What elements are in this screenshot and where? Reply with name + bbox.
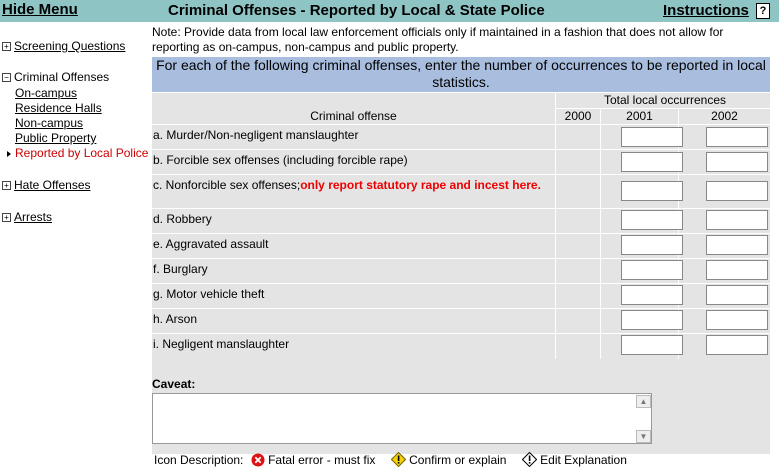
input-e-2002[interactable]: [706, 235, 768, 255]
edit-explanation-icon: [521, 452, 537, 468]
column-divider: [678, 109, 679, 359]
legend-confirm: Confirm or explain: [409, 452, 507, 467]
page-title: Criminal Offenses - Reported by Local & …: [168, 2, 545, 19]
caveat-textarea[interactable]: [152, 393, 652, 444]
legend-edit: Edit Explanation: [540, 452, 627, 467]
collapse-icon[interactable]: −: [2, 73, 11, 83]
offense-label: g. Motor vehicle theft: [153, 287, 265, 301]
sidebar-item-residence-halls[interactable]: Residence Halls: [15, 101, 102, 115]
sidebar-item-non-campus[interactable]: Non-campus: [15, 116, 84, 130]
offense-label: i. Negligent manslaughter: [153, 337, 290, 351]
input-h-2001[interactable]: [621, 310, 683, 330]
hate-offenses-link[interactable]: Hate Offenses: [14, 178, 91, 192]
criminal-offenses-label: Criminal Offenses: [14, 70, 110, 84]
legend-prefix: Icon Description:: [154, 452, 244, 467]
expand-icon[interactable]: +: [2, 181, 11, 191]
offense-label: f. Burglary: [153, 262, 208, 276]
offense-warning-text: only report statutory rape and incest he…: [300, 178, 541, 192]
top-bar: [0, 0, 779, 22]
column-divider: [555, 93, 556, 359]
column-divider: [600, 109, 601, 359]
offense-label: b. Forcible sex offenses (including forc…: [153, 153, 408, 167]
sidebar-item-hate-offenses[interactable]: + Hate Offenses: [2, 178, 91, 192]
col-header-2002: 2002: [711, 109, 738, 123]
sidebar-item-screening[interactable]: + Screening Questions: [2, 39, 125, 53]
current-arrow-icon: [7, 150, 11, 157]
input-b-2001[interactable]: [621, 152, 683, 172]
hide-menu-link[interactable]: Hide Menu: [2, 1, 78, 18]
input-e-2001[interactable]: [621, 235, 683, 255]
caveat-label: Caveat:: [152, 377, 196, 391]
fatal-error-icon: [251, 453, 265, 467]
input-c-2002[interactable]: [706, 181, 768, 201]
sidebar-item-public-property[interactable]: Public Property: [15, 131, 97, 145]
sidebar-item-on-campus[interactable]: On-campus: [15, 86, 78, 100]
col-header-offense: Criminal offense: [310, 109, 397, 123]
offense-label: h. Arson: [153, 312, 198, 326]
col-header-2001: 2001: [626, 109, 653, 123]
input-i-2002[interactable]: [706, 335, 768, 355]
input-c-2001[interactable]: [621, 181, 683, 201]
note-text: Note: Provide data from local law enforc…: [152, 25, 724, 54]
sidebar-item-reported-by-local-police[interactable]: Reported by Local Police: [7, 146, 148, 160]
input-g-2001[interactable]: [621, 285, 683, 305]
input-i-2001[interactable]: [621, 335, 683, 355]
confirm-warning-icon: [390, 452, 406, 468]
offense-label: c. Nonforcible sex offenses;only report …: [153, 178, 553, 193]
input-g-2002[interactable]: [706, 285, 768, 305]
input-h-2002[interactable]: [706, 310, 768, 330]
offense-label-text: c. Nonforcible sex offenses;: [153, 178, 301, 192]
input-d-2001[interactable]: [621, 210, 683, 230]
col-header-2000: 2000: [564, 109, 592, 123]
input-a-2002[interactable]: [706, 127, 768, 147]
input-f-2001[interactable]: [621, 260, 683, 280]
expand-icon[interactable]: +: [2, 42, 11, 52]
offense-label: e. Aggravated assault: [153, 237, 269, 251]
active-item-label: Reported by Local Police: [15, 146, 149, 160]
icon-legend: Icon Description: Fatal error - must fix…: [154, 452, 627, 468]
group-header: Total local occurrences: [603, 93, 727, 107]
sidebar-item-arrests[interactable]: + Arrests: [2, 210, 52, 224]
sidebar-item-criminal-offenses[interactable]: − Criminal Offenses: [2, 70, 109, 84]
instructions-link[interactable]: Instructions: [663, 2, 749, 19]
legend-fatal: Fatal error - must fix: [268, 452, 376, 467]
offense-label: d. Robbery: [153, 212, 212, 226]
instruction-banner: For each of the following criminal offen…: [152, 57, 770, 92]
input-a-2001[interactable]: [621, 127, 683, 147]
expand-icon[interactable]: +: [2, 213, 11, 223]
arrests-link[interactable]: Arrests: [14, 210, 53, 224]
input-b-2002[interactable]: [706, 152, 768, 172]
help-icon[interactable]: ?: [756, 3, 770, 19]
screening-questions-link[interactable]: Screening Questions: [14, 39, 126, 53]
input-d-2002[interactable]: [706, 210, 768, 230]
scroll-up-icon[interactable]: ▲: [636, 395, 651, 408]
offense-label: a. Murder/Non-negligent manslaughter: [153, 128, 359, 142]
input-f-2002[interactable]: [706, 260, 768, 280]
header-divider: [556, 108, 770, 109]
scroll-down-icon[interactable]: ▼: [636, 430, 651, 443]
